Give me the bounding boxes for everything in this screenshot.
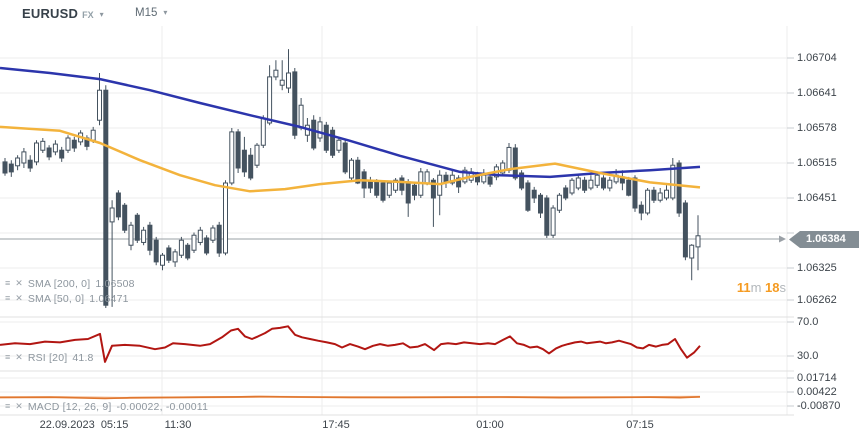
sma50-label: SMA [50, 0] [27, 292, 85, 305]
time-axis-label: 17:45 [322, 419, 350, 431]
timer-seconds: 18 [765, 280, 780, 295]
time-axis-label: 01:00 [476, 419, 504, 431]
price-axis-label: 1.06515 [797, 157, 837, 169]
rsi-label: RSI [20] [27, 351, 68, 364]
timeframe-selector[interactable]: M15 ▾ [135, 7, 167, 19]
indicator-close-icon[interactable]: ✕ [15, 401, 23, 411]
time-axis-label: 07:15 [626, 419, 654, 431]
macd-level-label: 0.01714 [797, 372, 837, 384]
indicator-close-icon[interactable]: ✕ [15, 278, 23, 288]
sma200-value: 1.06508 [95, 277, 135, 290]
timeframe-label: M15 [135, 7, 158, 19]
indicator-row-macd: ≡ ✕ MACD [12, 26, 9] -0.00022, -0.00011 [5, 400, 208, 413]
rsi-value: 41.8 [72, 351, 94, 364]
market-tag: FX [82, 10, 94, 20]
time-axis-label: 11:30 [164, 419, 192, 431]
indicator-row-sma50: ≡ ✕ SMA [50, 0] 1.06471 [5, 292, 129, 305]
timer-seconds-unit: s [779, 280, 787, 295]
price-axis-label: 1.06451 [797, 192, 837, 204]
timer-minutes: 11 [736, 280, 751, 295]
chevron-down-icon: ▾ [163, 8, 168, 17]
symbol-selector[interactable]: EURUSD FX ▾ [22, 6, 104, 21]
indicator-settings-icon[interactable]: ≡ [5, 293, 11, 303]
time-axis-label: 22.09.2023 05:15 [39, 419, 129, 431]
indicator-close-icon[interactable]: ✕ [15, 352, 23, 362]
current-price-badge: 1.06384 [789, 231, 859, 248]
candle-countdown-timer: 11m 18s [737, 280, 786, 295]
macd-level-label: 0.00422 [797, 386, 837, 398]
indicator-close-icon[interactable]: ✕ [15, 293, 23, 303]
symbol-name: EURUSD [22, 6, 79, 21]
chart-header: EURUSD FX ▾ M15 ▾ [0, 0, 859, 26]
indicator-settings-icon[interactable]: ≡ [5, 401, 11, 411]
indicator-settings-icon[interactable]: ≡ [5, 352, 11, 362]
macd-label: MACD [12, 26, 9] [27, 400, 112, 413]
price-axis-label: 1.06325 [797, 262, 837, 274]
indicator-settings-icon[interactable]: ≡ [5, 278, 11, 288]
rsi-level-label: 30.0 [797, 350, 819, 362]
indicator-row-rsi: ≡ ✕ RSI [20] 41.8 [5, 351, 94, 364]
macd-level-label: -0.00870 [797, 400, 841, 412]
price-axis-label: 1.06578 [797, 122, 837, 134]
price-axis-label: 1.06641 [797, 87, 837, 99]
macd-value: -0.00022, -0.00011 [116, 400, 209, 413]
sma50-value: 1.06471 [89, 292, 129, 305]
timer-minutes-unit: m [750, 280, 766, 295]
sma200-label: SMA [200, 0] [27, 277, 91, 290]
price-axis-label: 1.06704 [797, 52, 837, 64]
price-axis-label: 1.06262 [797, 294, 837, 306]
chevron-down-icon: ▾ [99, 10, 104, 19]
rsi-level-label: 70.0 [797, 316, 819, 328]
indicator-row-sma200: ≡ ✕ SMA [200, 0] 1.06508 [5, 277, 135, 290]
